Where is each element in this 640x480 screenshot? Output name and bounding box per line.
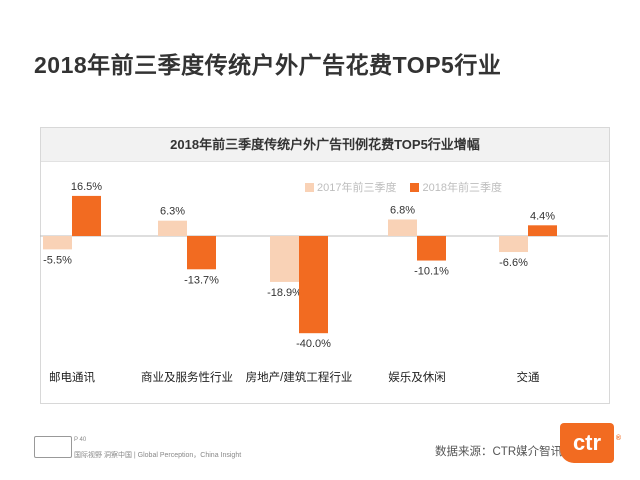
bar-2018-2 [299,236,328,334]
bar-2018-4 [528,225,557,236]
data-source: 数据来源：CTR媒介智讯 [435,446,563,458]
certification-seal-icon [34,436,72,458]
footer-slogan: 国际视野 洞察中国 | Global Perception，China Insi… [74,452,242,459]
bar-2017-0 [43,236,72,250]
bar-2018-0 [72,195,101,236]
bar-2017-4 [499,236,528,253]
category-label-2: 房地产/建筑工程行业 [246,370,353,384]
category-label-1: 商业及服务性行业 [141,370,233,384]
legend-label-2017: 2017年前三季度 [317,182,397,194]
data-label-2017-1: 6.3% [160,206,185,218]
chart-panel: 2018年前三季度传统户外广告刊例花费TOP5行业增幅 2017年前三季度 20… [40,127,610,404]
page-title: 2018年前三季度传统户外广告花费TOP5行业 [34,52,502,78]
chart-title: 2018年前三季度传统户外广告刊例花费TOP5行业增幅 [41,128,609,162]
ctr-logo: ctr ® [560,423,621,463]
legend-label-2018: 2018年前三季度 [422,182,502,194]
bar-2017-3 [388,219,417,236]
bar-2017-1 [158,220,187,236]
bar-2018-3 [417,236,446,261]
category-label-3: 娱乐及休闲 [388,370,446,384]
data-label-2018-1: -13.7% [184,274,219,286]
data-label-2017-2: -18.9% [267,287,302,299]
data-label-2018-3: -10.1% [414,266,449,278]
page-number: P 40 [74,437,87,443]
category-label-4: 交通 [517,370,540,384]
legend-item-2018: 2018年前三季度 [410,179,502,195]
bar-chart-plot: -5.5% 16.5% 邮电通讯 6.3% -13.7% 商业及服务性行业 -18.9% -4… [40,181,608,384]
legend-swatch-2017 [305,182,314,192]
ctr-logo-text: ctr [572,430,602,455]
data-label-2018-0: 16.5% [71,181,102,193]
bar-2018-1 [187,236,216,270]
data-label-2017-3: 6.8% [390,204,415,216]
bar-2017-2 [270,236,299,282]
data-label-2018-2: -40.0% [296,338,331,350]
data-label-2017-4: -6.6% [499,257,528,269]
chart-legend: 2017年前三季度 2018年前三季度 [305,179,502,195]
legend-swatch-2018 [410,182,420,192]
registered-mark: ® [615,435,621,442]
category-label-0: 邮电通讯 [49,371,95,384]
data-label-2017-0: -5.5% [43,254,72,266]
data-label-2018-4: 4.4% [530,210,555,222]
legend-item-2017: 2017年前三季度 [305,179,396,195]
